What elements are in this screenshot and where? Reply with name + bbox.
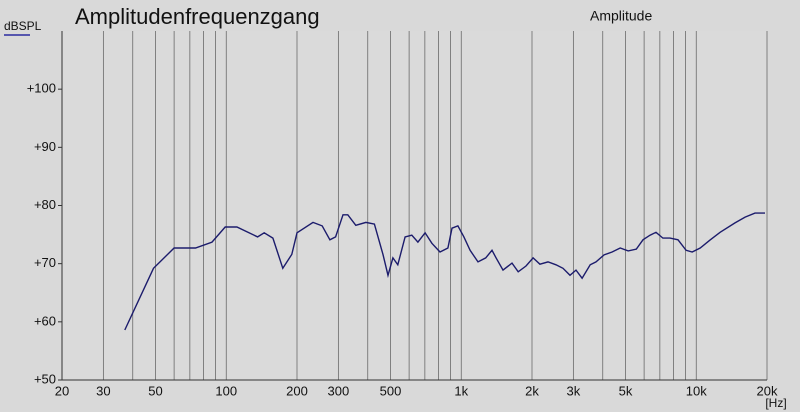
y-tick-label: +90 — [34, 139, 56, 154]
y-tick-label: +100 — [27, 81, 56, 96]
plot-area — [62, 31, 767, 380]
x-tick-label: 200 — [286, 383, 308, 398]
x-tick-label: 30 — [96, 383, 110, 398]
y-tick-label: +70 — [34, 255, 56, 270]
x-tick-label: 20 — [55, 383, 69, 398]
y-tick-label: +50 — [34, 371, 56, 386]
x-tick-label: 10k — [686, 383, 707, 398]
x-unit: [Hz] — [765, 396, 786, 410]
x-tick-label: 20k — [757, 383, 778, 398]
legend-label: Amplitude — [590, 8, 652, 24]
x-tick-label: 50 — [148, 383, 162, 398]
y-tick-label: +80 — [34, 197, 56, 212]
x-tick-label: 300 — [328, 383, 350, 398]
x-tick-label: 500 — [380, 383, 402, 398]
x-tick-label: 2k — [525, 383, 539, 398]
x-tick-label: 1k — [454, 383, 468, 398]
x-tick-label: 5k — [619, 383, 633, 398]
x-tick-label: 3k — [567, 383, 581, 398]
y-axis-label: dBSPL — [4, 19, 42, 33]
y-tick-label: +60 — [34, 313, 56, 328]
x-tick-label: 100 — [215, 383, 237, 398]
series-line — [124, 212, 765, 331]
chart-title: Amplitudenfrequenzgang — [75, 4, 320, 29]
